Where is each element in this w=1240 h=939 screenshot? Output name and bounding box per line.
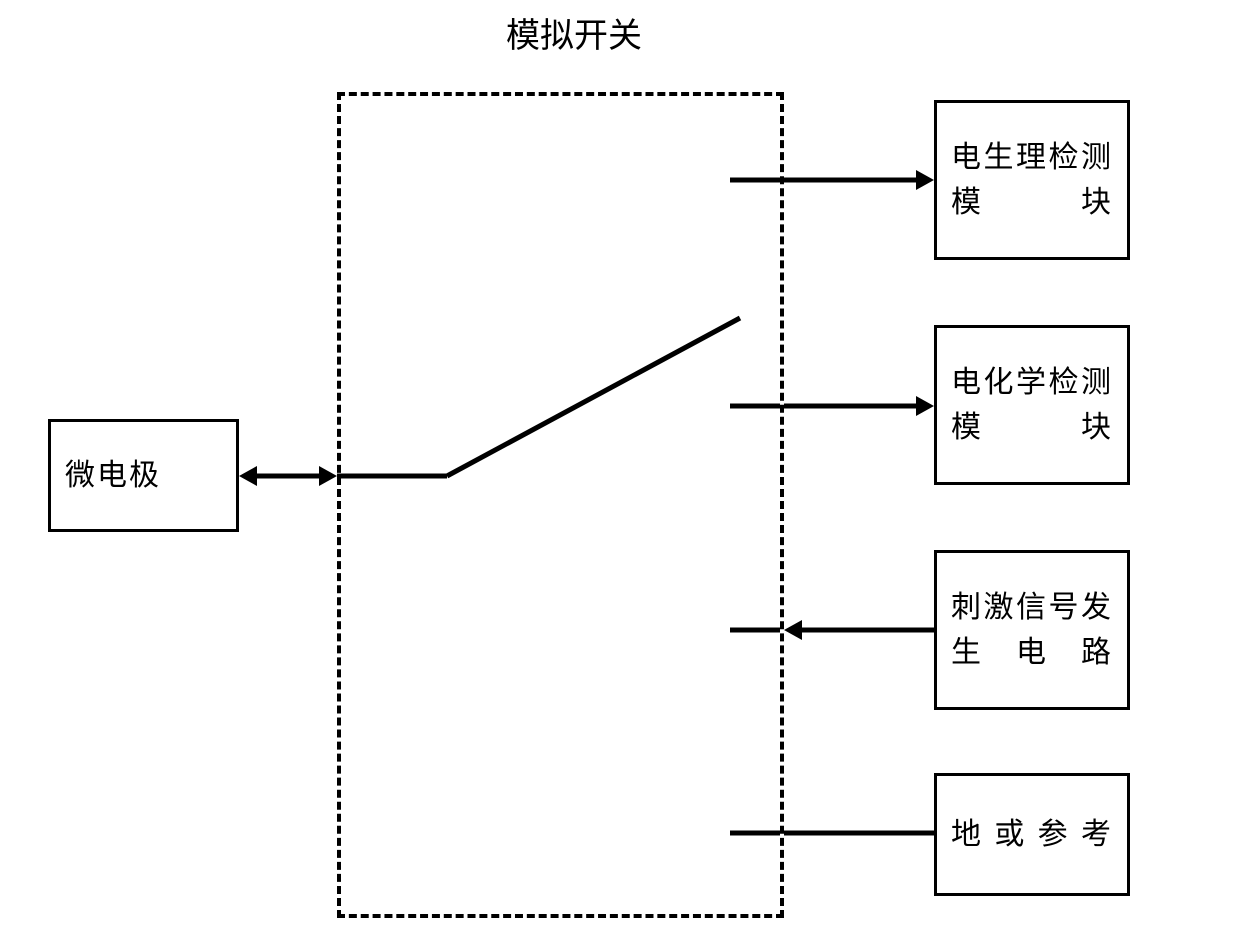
electrophysiology-module-box: 电生理检测模块 xyxy=(934,100,1130,260)
electrochemistry-module-box: 电化学检测模块 xyxy=(934,325,1130,485)
microelectrode-label: 微电极 xyxy=(65,453,222,498)
diagram-title-text: 模拟开关 xyxy=(506,18,642,55)
microelectrode-box: 微电极 xyxy=(48,419,239,532)
electrophysiology-module-label: 电生理检测模块 xyxy=(951,135,1113,225)
electrochemistry-module-label: 电化学检测模块 xyxy=(951,360,1113,450)
ground-reference-label: 地或参考 xyxy=(951,812,1113,857)
analog-switch-region xyxy=(337,92,784,918)
ground-reference-box: 地或参考 xyxy=(934,773,1130,896)
stimulus-circuit-box: 刺激信号发生电路 xyxy=(934,550,1130,710)
diagram-title: 模拟开关 xyxy=(506,8,642,57)
stimulus-circuit-label: 刺激信号发生电路 xyxy=(951,585,1113,675)
